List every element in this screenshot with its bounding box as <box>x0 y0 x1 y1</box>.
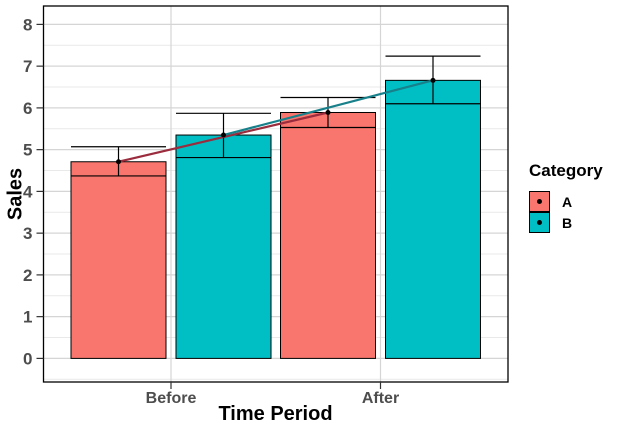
y-tick-label: 6 <box>23 99 32 118</box>
legend-point-icon <box>537 199 542 204</box>
y-tick-label: 0 <box>23 349 32 368</box>
point-before-b <box>221 132 226 138</box>
legend-point-icon <box>537 220 542 225</box>
bar-after-b <box>385 79 481 359</box>
legend-label-b: B <box>562 214 573 231</box>
bar-before-b <box>175 134 272 359</box>
x-tick-label: After <box>362 390 399 407</box>
panel-border <box>42 5 509 383</box>
legend-label-a: A <box>562 193 573 210</box>
bar-before-a <box>70 161 167 359</box>
x-tick-label: Before <box>146 390 197 407</box>
x-axis-title: Time Period <box>218 403 333 425</box>
y-tick-label: 2 <box>23 266 32 285</box>
y-tick-label: 5 <box>23 141 32 160</box>
bar-after-a <box>280 111 376 359</box>
y-tick-label: 3 <box>23 224 32 243</box>
legend-item-a: A <box>529 191 603 212</box>
y-tick-label: 4 <box>23 182 33 201</box>
y-tick-label: 7 <box>23 57 32 76</box>
y-axis-title: Sales <box>4 167 27 221</box>
y-tick-label: 1 <box>23 308 32 327</box>
legend-title: Category <box>529 161 603 180</box>
legend-item-b: B <box>529 212 603 233</box>
point-before-a <box>116 159 121 165</box>
y-tick-label: 8 <box>23 15 32 34</box>
point-after-b <box>430 77 436 83</box>
legend-key-swatch-a <box>529 191 550 212</box>
point-after-a <box>325 109 331 115</box>
legend-key-swatch-b <box>529 212 550 233</box>
trend-line-b <box>223 79 434 137</box>
